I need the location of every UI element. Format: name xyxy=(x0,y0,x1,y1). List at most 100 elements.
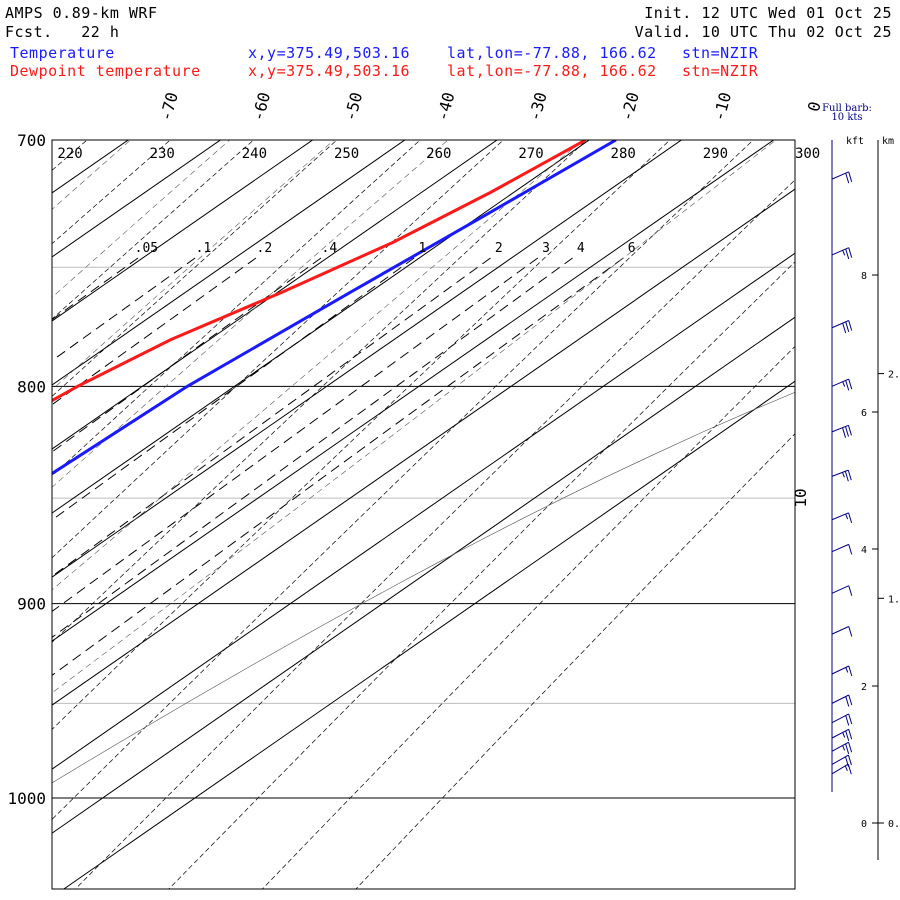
dry-adiabat xyxy=(0,120,27,894)
wind-barb-full-flag xyxy=(848,729,853,740)
barb-legend-title: Full barb: 10 kts xyxy=(816,103,878,123)
temperature-legend-station: stn=NZIR xyxy=(682,44,759,62)
wind-barb xyxy=(831,754,852,767)
wind-barb-full-flag xyxy=(845,173,850,184)
wind-barb-shaft xyxy=(831,320,849,329)
wind-barb-half-flag xyxy=(842,250,846,256)
wind-barb-shaft xyxy=(831,626,849,635)
wind-barb-shaft xyxy=(831,728,849,739)
dry-adiabat xyxy=(52,140,421,477)
wind-barb-full-flag xyxy=(848,694,853,706)
moist-adiabat xyxy=(52,140,777,694)
wind-barb-full-flag xyxy=(848,544,853,555)
wind-barb-shaft xyxy=(831,665,850,675)
wind-barb xyxy=(831,585,853,596)
wind-barb-full-flag xyxy=(847,425,852,436)
wind-barb xyxy=(831,665,853,677)
kft-tick-label: 0 xyxy=(861,819,867,830)
wind-barb xyxy=(831,713,853,726)
wind-barb-full-flag xyxy=(848,742,853,753)
wind-barb-full-flag xyxy=(847,763,852,775)
kft-label: kft xyxy=(846,136,864,147)
temperature-tick-label: -30 xyxy=(525,90,551,123)
wind-barb-full-flag xyxy=(845,756,849,767)
wind-barb-full-flag xyxy=(848,247,853,258)
mixing-ratio-line xyxy=(52,257,415,521)
dry-adiabat xyxy=(52,140,255,320)
temperature-legend-latlon: lat,lon=-77.88, 166.62 xyxy=(447,44,657,62)
wind-barb-full-flag xyxy=(848,713,853,725)
mixing-ratio-label: .4 xyxy=(322,241,338,256)
mixing-ratio-line xyxy=(52,257,539,613)
wind-barb-full-flag xyxy=(848,626,853,637)
wind-barb-shaft xyxy=(831,694,850,704)
dewpoint-legend-station: stn=NZIR xyxy=(682,62,759,80)
mixing-ratio-line xyxy=(52,257,257,406)
theta-label: 280 xyxy=(611,146,636,162)
plot-frame xyxy=(51,139,796,890)
temperature-tick-label: -10 xyxy=(709,90,735,123)
wind-barb-half-flag xyxy=(845,667,849,673)
dewpoint-legend-xy: x,y=375.49,503.16 xyxy=(248,62,411,80)
wind-barb xyxy=(831,171,853,184)
temperature-tick-label: -60 xyxy=(248,90,274,123)
wind-barb-half-flag xyxy=(842,381,846,387)
kft-tick-label: 2 xyxy=(861,682,867,693)
wind-barb-full-flag xyxy=(842,322,847,334)
wind-barb-full-flag xyxy=(848,320,853,331)
pressure-tick-label: 1000 xyxy=(7,789,46,808)
kft-tick-label: 4 xyxy=(861,545,867,556)
wind-barb xyxy=(831,728,853,741)
kft-tick-label: 6 xyxy=(861,408,867,419)
temperature-legend-xy: x,y=375.49,503.16 xyxy=(248,44,411,62)
dry-adiabat xyxy=(52,140,588,643)
theta-label: 220 xyxy=(57,146,82,162)
init-time: Init. 12 UTC Wed 01 Oct 25 xyxy=(644,4,892,22)
dry-adiabat xyxy=(52,140,754,820)
wind-barb-full-flag xyxy=(845,380,850,391)
wind-barb xyxy=(831,469,852,482)
wind-barb-shaft xyxy=(831,378,849,387)
wind-barb-shaft xyxy=(831,754,849,765)
mixing-ratio-line xyxy=(52,257,322,453)
wind-barb xyxy=(831,320,853,334)
moist-adiabat xyxy=(52,140,231,298)
dry-adiabat xyxy=(355,433,795,889)
isotherm-line xyxy=(0,100,1,889)
wind-barb-full-flag xyxy=(845,743,850,754)
wind-barb-shaft xyxy=(831,512,849,521)
wind-barb xyxy=(831,247,853,260)
mixing-ratio-label: 2 xyxy=(495,241,503,256)
wind-barb-shaft xyxy=(831,543,849,553)
wind-barb-full-flag xyxy=(848,171,853,182)
wind-barb-shaft xyxy=(831,741,849,752)
dry-adiabat xyxy=(52,140,171,245)
theta-label: 230 xyxy=(150,146,175,162)
wind-barb-full-flag xyxy=(845,426,849,437)
barb-legend-line1: Full barb: xyxy=(822,103,872,114)
dry-adiabat xyxy=(52,140,671,730)
wind-barb-full-flag xyxy=(845,248,850,260)
temperature-tick-label: -20 xyxy=(617,90,643,123)
wind-barb xyxy=(831,626,853,637)
forecast-hour: Fcst. 22 h xyxy=(5,23,120,41)
pressure-tick-label: 900 xyxy=(17,595,46,614)
dry-adiabat xyxy=(74,179,795,889)
wind-barb xyxy=(831,543,853,555)
background-grid xyxy=(0,100,795,894)
valid-time: Valid. 10 UTC Thu 02 Oct 25 xyxy=(634,23,892,41)
wind-barb-full-flag xyxy=(848,512,853,523)
isotherm-line xyxy=(52,140,406,386)
km-tick-label: 2. xyxy=(888,370,900,381)
wind-barb-full-flag xyxy=(848,585,853,596)
temperature-legend-label: Temperature xyxy=(10,44,115,62)
wind-barb xyxy=(831,741,853,754)
theta-label: 250 xyxy=(334,146,359,162)
theta-label: 300 xyxy=(795,146,820,162)
wind-barb xyxy=(831,378,853,391)
isotherm-line xyxy=(52,316,795,834)
wind-barb-half-flag xyxy=(844,765,848,772)
wind-barb-shaft xyxy=(831,763,849,775)
